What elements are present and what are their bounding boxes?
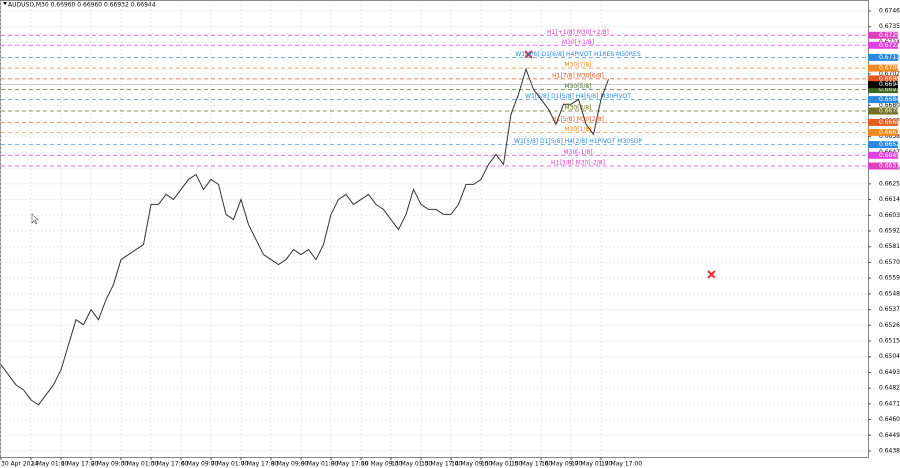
level-label: M30[5/8] (564, 83, 591, 90)
x-tick-label: 13 May 17:00 (421, 461, 462, 468)
price-box-label: 0.67220 (879, 42, 900, 49)
x-tick-label: 1 May 17:00 (61, 461, 99, 468)
price-box-label: 0.67060 (879, 65, 900, 72)
x-tick-label: 15 May 17:00 (511, 461, 552, 468)
price-box (868, 128, 898, 136)
x-tick-label: 6 May 09:00 (181, 461, 219, 468)
price-box-label: 0.66525 (879, 141, 900, 148)
cursor (31, 213, 39, 225)
level-label: W1[5/8] D1[5/8] H4[2/8] H1PIVOT M30SUP (514, 138, 642, 145)
y-tick-label: 0.67460 (879, 8, 900, 15)
level-label: M30[3/8] (564, 105, 591, 112)
price-box-label: 0.66840 (879, 96, 900, 103)
x-tick-label: 7 May 17:00 (241, 461, 279, 468)
price-box-label: 0.66760 (879, 108, 900, 115)
x-tick-label: 3 May 17:00 (151, 461, 189, 468)
x-tick-label: 2 May 09:00 (91, 461, 129, 468)
x-tick-label: 1 May 01:00 (31, 461, 69, 468)
menu-arrow (3, 2, 7, 5)
price-line (0, 67, 609, 406)
price-box-label: 0.67290 (879, 32, 900, 39)
x-tick-label: 8 May 09:00 (271, 461, 309, 468)
price-box (868, 151, 898, 159)
price-box-label: 0.66680 (879, 119, 900, 126)
x-tick-label: 7 May 01:00 (211, 461, 249, 468)
price-box (868, 86, 898, 94)
price-box (868, 96, 898, 104)
x-tick-label: 16 May 09:00 (541, 461, 582, 468)
price-box-label: 0.66610 (879, 129, 900, 136)
x-tick-label: 14 May 09:00 (451, 461, 492, 468)
x-tick-label: 13 May 01:00 (391, 461, 432, 468)
x-tick-label: 3 May 01:00 (121, 461, 159, 468)
level-label: M30[+1/8] (562, 39, 594, 46)
level-label: M30[1/8] (564, 126, 591, 133)
level-label: W1[6/8] D1[6/8] H4PIVOT H1RES M30RES (515, 51, 640, 58)
current-price-box (868, 81, 898, 89)
x-tick-label: 9 May 01:00 (301, 461, 339, 468)
x-tick-label: 30 Apr 2024 (1, 461, 38, 468)
level-label: H1[3/8] M30[-2/8] (551, 160, 605, 167)
x-tick-label: 17 May 01:00 (571, 461, 612, 468)
price-box-label: 0.66910 (879, 86, 900, 93)
x-tick-label: 10 May 09:00 (361, 461, 402, 468)
price-box (868, 41, 898, 49)
level-label: H1[5/8] M30[2/8] (552, 116, 604, 123)
chart-title: AUDUSD,M30 0.66960 0.66960 0.66932 0.669… (8, 2, 156, 9)
price-box (868, 162, 898, 170)
x-tick-label: 9 May 17:00 (331, 461, 369, 468)
price-box-label: 0.66985 (879, 75, 900, 82)
level-label: M30[-1/8] (563, 149, 592, 156)
level-label: M30[7/8] (564, 62, 591, 69)
price-box (868, 31, 898, 39)
price-box-label: 0.66450 (879, 152, 900, 159)
price-box-label: 0.66375 (879, 163, 900, 170)
price-box (868, 53, 898, 61)
price-box (868, 118, 898, 126)
x-tick-label: 15 May 01:00 (481, 461, 522, 468)
price-box (868, 107, 898, 115)
price-box (868, 64, 898, 72)
price-box (868, 141, 898, 149)
level-label: H1[7/8] M30[6/8] (552, 72, 604, 79)
price-box (868, 75, 898, 83)
plot-frame (0, 0, 869, 458)
level-label: H1[+1/8] M30[+2/8] (547, 29, 609, 36)
x-tick-label: 17 May 17:00 (601, 461, 642, 468)
level-label: W1[5/8] D1[5/8] H4[6/8] M30PIVOT (525, 93, 631, 100)
marker-x (524, 50, 716, 279)
current-price-label: 0.66944 (879, 81, 900, 88)
price-box-label: 0.67135 (879, 54, 900, 61)
